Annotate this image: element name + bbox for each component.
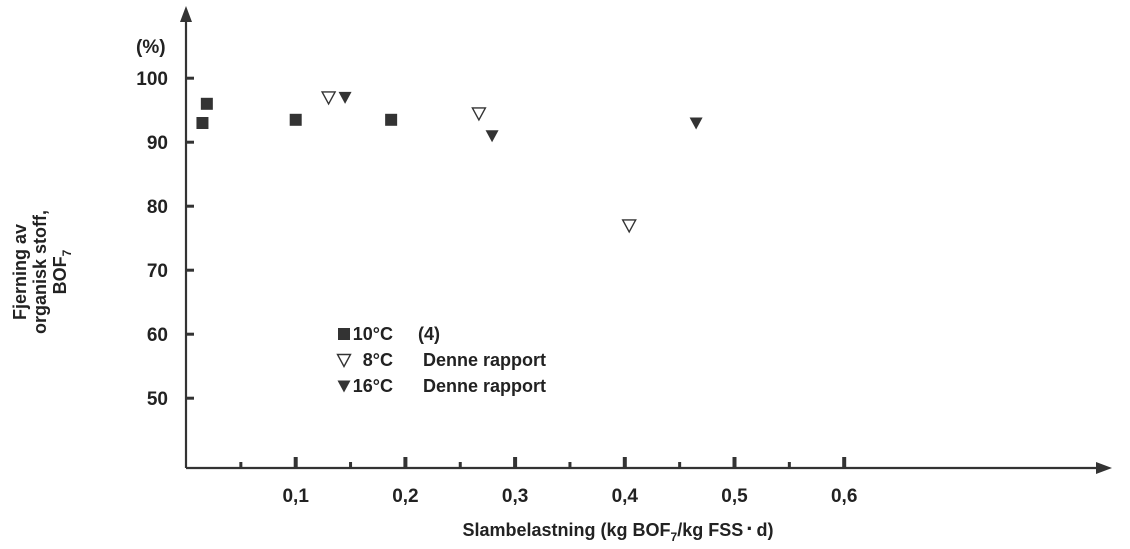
data-point-series-1 — [289, 113, 302, 126]
y-tick-label: 80 — [147, 197, 168, 218]
x-axis-title-sub: 7 — [671, 530, 678, 544]
legend-note-series-3: Denne rapport — [423, 376, 546, 396]
y-axis-title-line-3: BOF7 — [50, 249, 74, 294]
y-unit-label: (%) — [136, 37, 166, 58]
data-point-series-1 — [196, 117, 209, 129]
y-tick — [186, 396, 194, 400]
data-point-series-3 — [689, 117, 703, 130]
y-tick — [186, 76, 194, 80]
legend-temp-series-1: 10°C — [353, 324, 393, 344]
x-axis-title-dot: · — [746, 516, 753, 541]
axes — [180, 6, 1112, 474]
data-point-series-3 — [338, 91, 352, 104]
x-major-tick — [513, 457, 518, 468]
y-axis-title-line-2: organisk stoff, — [30, 210, 50, 334]
x-major-tick — [403, 457, 408, 468]
x-major-tick — [622, 457, 627, 468]
y-tick — [186, 332, 194, 336]
data-point-series-1 — [385, 113, 398, 126]
x-minor-tick — [349, 462, 353, 468]
x-ticks: 0,1 0,2 0,3 0,4 0,5 0,6 — [239, 457, 857, 507]
x-minor-tick — [787, 462, 791, 468]
x-minor-tick — [239, 462, 243, 468]
x-major-tick — [842, 457, 847, 468]
x-tick-label: 0,3 — [502, 486, 528, 507]
x-major-tick — [732, 457, 737, 468]
legend-marker-series-3 — [337, 380, 351, 393]
data-point-series-2 — [320, 91, 337, 106]
x-axis-title: Slambelastning (kg BOF7/kg FSS · d) — [462, 516, 773, 544]
x-tick-label: 0,4 — [612, 486, 639, 507]
y-tick-label: 100 — [136, 69, 168, 90]
legend-note-series-1: (4) — [418, 324, 440, 344]
legend: 10°C (4) 8°C Denne rapport 16°C Denne rapport — [336, 324, 546, 396]
y-tick-label: 90 — [147, 133, 168, 154]
y-tick-label: 50 — [147, 389, 168, 410]
y-axis-title-bof: BOF — [50, 256, 70, 294]
x-minor-tick — [678, 462, 682, 468]
x-tick-label: 0,2 — [392, 486, 418, 507]
data-point-series-2 — [621, 219, 637, 234]
y-axis-title-line-1: Fjerning av — [10, 224, 30, 320]
data-points — [196, 91, 703, 234]
data-point-series-2 — [471, 107, 487, 122]
data-point-series-1 — [200, 97, 213, 110]
x-tick-label: 0,6 — [831, 486, 857, 507]
x-minor-tick — [568, 462, 572, 468]
x-tick-label: 0,1 — [282, 486, 309, 507]
legend-temp-series-3: 16°C — [353, 376, 393, 396]
data-point-series-3 — [485, 130, 499, 143]
x-minor-tick — [458, 462, 462, 468]
y-tick-label: 60 — [147, 325, 168, 346]
legend-marker-series-2 — [336, 353, 352, 368]
x-major-tick — [293, 457, 298, 468]
y-ticks: 50 60 70 80 90 100 — [136, 69, 194, 410]
legend-note-series-2: Denne rapport — [423, 350, 546, 370]
y-tick — [186, 140, 194, 144]
y-axis-title-subscript: 7 — [60, 249, 74, 256]
y-axis-arrow — [180, 6, 192, 22]
legend-temp-series-2: 8°C — [363, 350, 393, 370]
x-tick-label: 0,5 — [721, 486, 748, 507]
y-tick — [186, 204, 194, 208]
legend-marker-series-1 — [338, 328, 350, 340]
x-axis-arrow — [1096, 462, 1112, 474]
y-tick — [186, 268, 194, 272]
x-axis-title-mid: /kg FSS — [677, 520, 743, 540]
y-tick-label: 70 — [147, 261, 168, 282]
x-axis-title-pre: Slambelastning (kg BOF — [462, 520, 670, 540]
x-axis-title-post: d) — [757, 520, 774, 540]
